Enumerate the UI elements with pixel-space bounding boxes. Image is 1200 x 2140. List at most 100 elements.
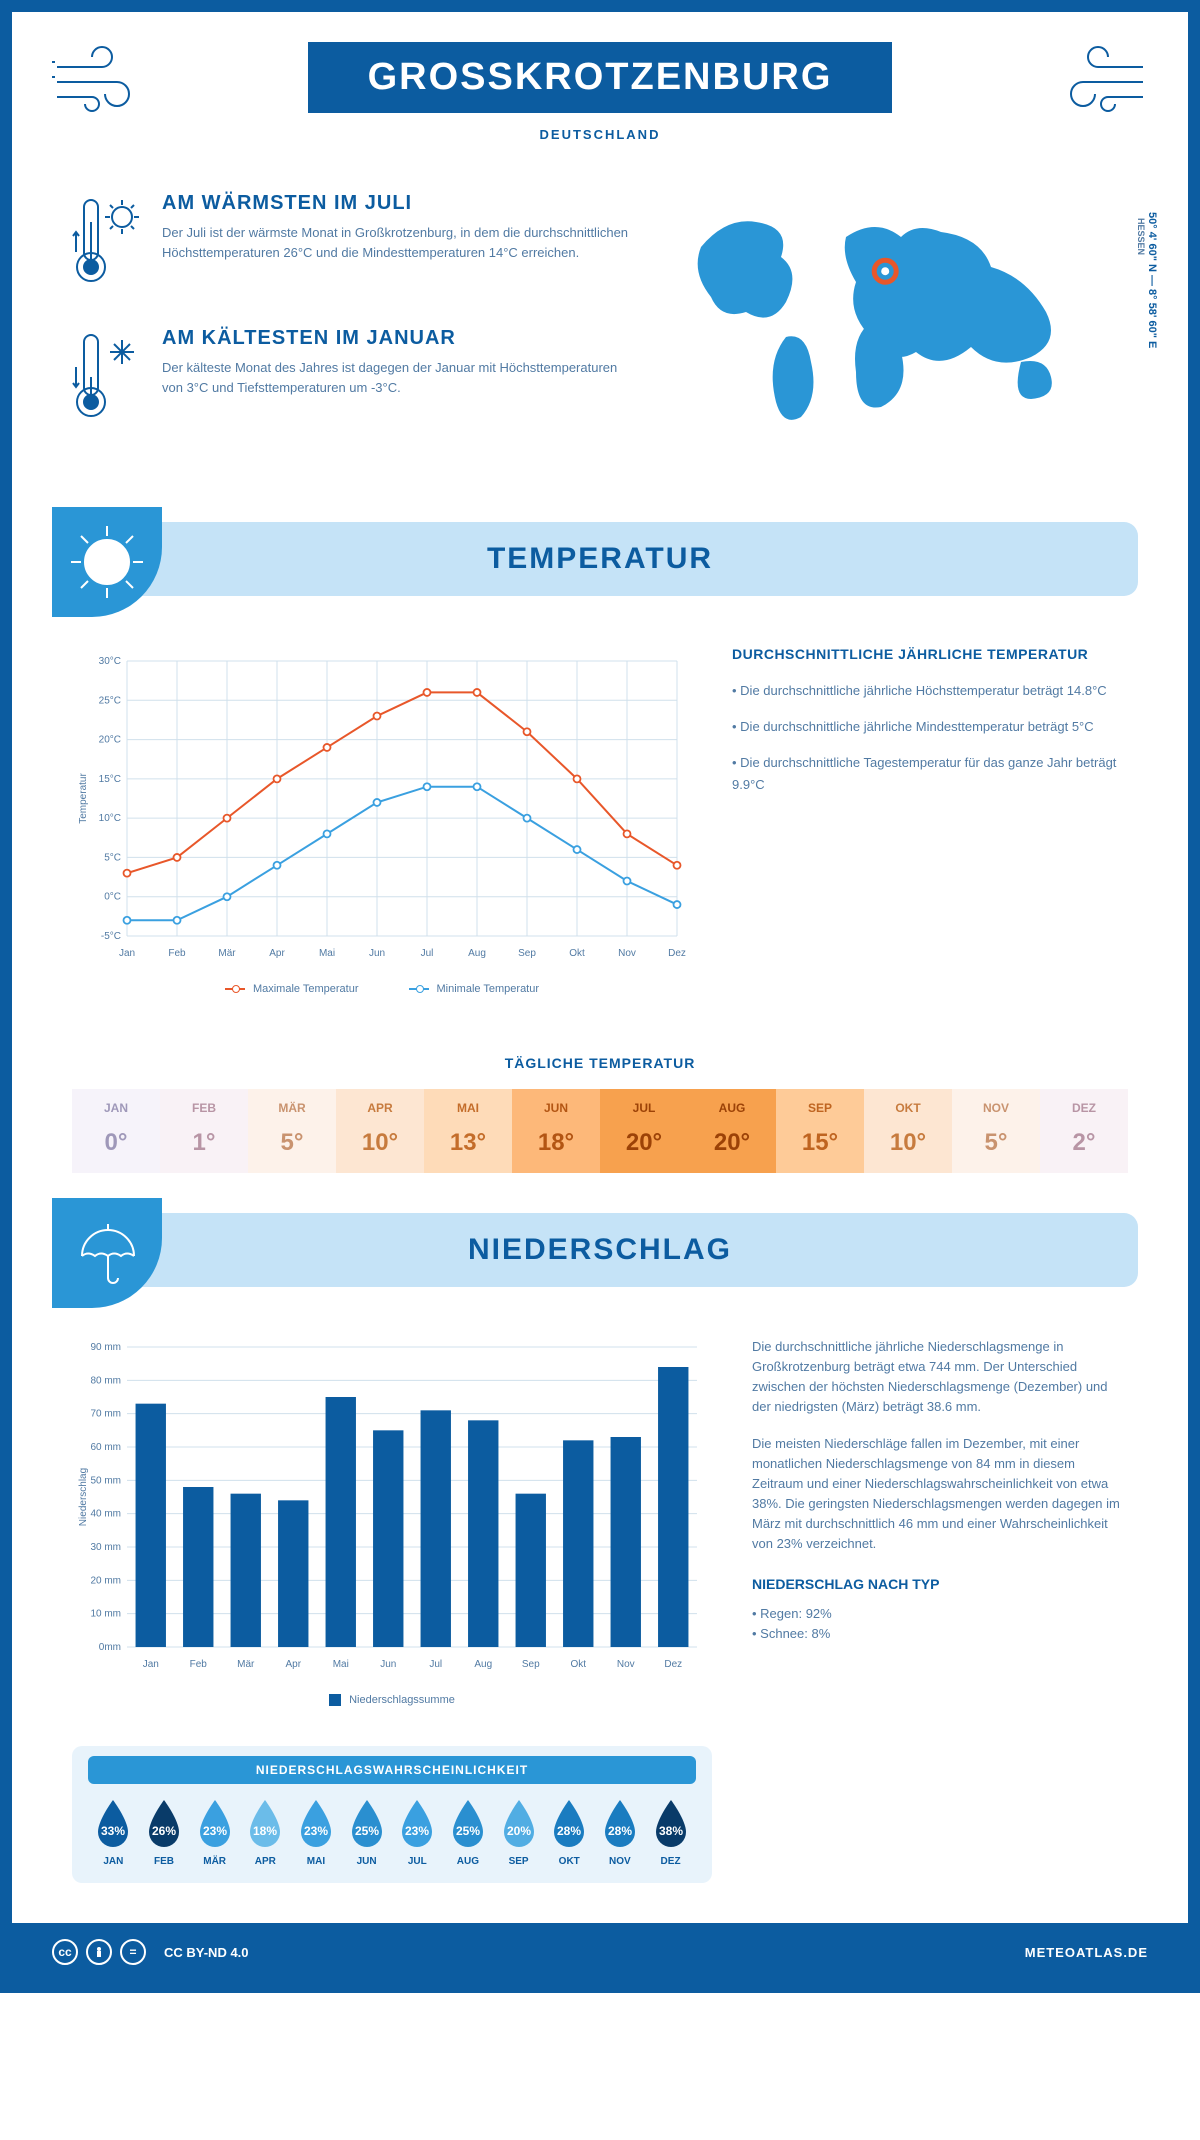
svg-text:70 mm: 70 mm — [90, 1409, 121, 1420]
precip-para1: Die durchschnittliche jährliche Niedersc… — [752, 1337, 1128, 1418]
daily-temp-cell: JUN18° — [512, 1089, 600, 1173]
svg-text:25%: 25% — [456, 1824, 480, 1838]
svg-text:Aug: Aug — [468, 948, 486, 959]
svg-text:Jun: Jun — [380, 1659, 396, 1670]
svg-text:80 mm: 80 mm — [90, 1375, 121, 1386]
daily-temp-cell: SEP15° — [776, 1089, 864, 1173]
coldest-fact: AM KÄLTESTEN IM JANUAR Der kälteste Mona… — [72, 327, 631, 432]
page-title: GROSSKROTZENBURG — [308, 42, 893, 113]
intro-section: AM WÄRMSTEN IM JULI Der Juli ist der wär… — [12, 162, 1188, 502]
probability-drop: 33%JAN — [92, 1798, 134, 1867]
svg-text:Nov: Nov — [617, 1659, 635, 1670]
svg-text:18%: 18% — [253, 1824, 277, 1838]
probability-drop: 23%JUL — [396, 1798, 438, 1867]
svg-text:23%: 23% — [304, 1824, 328, 1838]
precipitation-section: 0mm10 mm20 mm30 mm40 mm50 mm60 mm70 mm80… — [12, 1307, 1188, 1726]
svg-text:26%: 26% — [152, 1824, 176, 1838]
svg-text:Okt: Okt — [570, 1659, 586, 1670]
cc-icon: cc — [52, 1939, 78, 1965]
thermometer-sun-icon — [72, 192, 142, 297]
daily-temp-cell: AUG20° — [688, 1089, 776, 1173]
svg-text:20 mm: 20 mm — [90, 1575, 121, 1586]
precipitation-info: Die durchschnittliche jährliche Niedersc… — [752, 1337, 1128, 1706]
wind-icon-right — [1058, 42, 1148, 117]
daily-temp-cell: DEZ2° — [1040, 1089, 1128, 1173]
svg-text:30 mm: 30 mm — [90, 1542, 121, 1553]
daily-temp-table: JAN0°FEB1°MÄR5°APR10°MAI13°JUN18°JUL20°A… — [72, 1089, 1128, 1173]
temperature-title: TEMPERATUR — [92, 542, 1108, 576]
svg-text:15°C: 15°C — [99, 774, 121, 785]
precipitation-header: NIEDERSCHLAG — [62, 1213, 1138, 1287]
temperature-chart: -5°C0°C5°C10°C15°C20°C25°C30°CJanFebMärA… — [72, 646, 692, 995]
probability-row: 33%JAN26%FEB23%MÄR18%APR23%MAI25%JUN23%J… — [88, 1798, 696, 1867]
daily-temp-cell: JUL20° — [600, 1089, 688, 1173]
probability-drop: 23%MAI — [295, 1798, 337, 1867]
temp-info-title: DURCHSCHNITTLICHE JÄHRLICHE TEMPERATUR — [732, 646, 1128, 662]
probability-drop: 38%DEZ — [650, 1798, 692, 1867]
svg-text:Mär: Mär — [218, 948, 236, 959]
probability-drop: 25%JUN — [346, 1798, 388, 1867]
warmest-desc: Der Juli ist der wärmste Monat in Großkr… — [162, 223, 631, 262]
svg-text:Jan: Jan — [119, 948, 135, 959]
svg-text:25°C: 25°C — [99, 695, 121, 706]
probability-drop: 20%SEP — [498, 1798, 540, 1867]
temperature-info: DURCHSCHNITTLICHE JÄHRLICHE TEMPERATUR •… — [732, 646, 1128, 995]
sun-icon — [52, 507, 162, 617]
page-subtitle: DEUTSCHLAND — [52, 127, 1148, 142]
svg-text:28%: 28% — [608, 1824, 632, 1838]
svg-text:Nov: Nov — [618, 948, 636, 959]
svg-text:25%: 25% — [355, 1824, 379, 1838]
daily-temp-cell: JAN0° — [72, 1089, 160, 1173]
probability-drop: 26%FEB — [143, 1798, 185, 1867]
coldest-title: AM KÄLTESTEN IM JANUAR — [162, 327, 631, 350]
svg-text:50 mm: 50 mm — [90, 1475, 121, 1486]
probability-drop: 18%APR — [244, 1798, 286, 1867]
warmest-title: AM WÄRMSTEN IM JULI — [162, 192, 631, 215]
svg-text:90 mm: 90 mm — [90, 1342, 121, 1353]
svg-text:Dez: Dez — [668, 948, 686, 959]
svg-text:Jul: Jul — [421, 948, 434, 959]
warmest-fact: AM WÄRMSTEN IM JULI Der Juli ist der wär… — [72, 192, 631, 297]
license: cc = CC BY-ND 4.0 — [52, 1939, 249, 1965]
probability-drop: 28%NOV — [599, 1798, 641, 1867]
svg-text:Mär: Mär — [237, 1659, 255, 1670]
svg-text:33%: 33% — [101, 1824, 125, 1838]
nd-icon: = — [120, 1939, 146, 1965]
probability-drop: 28%OKT — [548, 1798, 590, 1867]
svg-text:30°C: 30°C — [99, 656, 121, 667]
daily-temp-cell: MÄR5° — [248, 1089, 336, 1173]
svg-text:Temperatur: Temperatur — [78, 773, 89, 824]
svg-text:Niederschlag: Niederschlag — [78, 1468, 89, 1526]
daily-temp-cell: NOV5° — [952, 1089, 1040, 1173]
page-container: GROSSKROTZENBURG DEUTSCHLAND AM WÄRMSTEN… — [0, 0, 1200, 1993]
probability-drop: 25%AUG — [447, 1798, 489, 1867]
umbrella-icon — [52, 1198, 162, 1308]
svg-text:10°C: 10°C — [99, 813, 121, 824]
temp-legend: Maximale Temperatur Minimale Temperatur — [72, 983, 692, 995]
svg-text:Okt: Okt — [569, 948, 585, 959]
intro-facts: AM WÄRMSTEN IM JULI Der Juli ist der wär… — [72, 192, 631, 462]
svg-text:Feb: Feb — [168, 948, 186, 959]
wind-icon-left — [52, 42, 142, 117]
daily-temp-title: TÄGLICHE TEMPERATUR — [12, 1055, 1188, 1071]
temperature-section: -5°C0°C5°C10°C15°C20°C25°C30°CJanFebMärA… — [12, 616, 1188, 1025]
precip-type-title: NIEDERSCHLAG NACH TYP — [752, 1574, 1128, 1596]
daily-temp-cell: APR10° — [336, 1089, 424, 1173]
precip-legend: Niederschlagssumme — [72, 1694, 712, 1706]
svg-text:Jun: Jun — [369, 948, 385, 959]
by-icon — [86, 1939, 112, 1965]
precip-type-list: • Regen: 92%• Schnee: 8% — [752, 1604, 1128, 1644]
temp-bullets: • Die durchschnittliche jährliche Höchst… — [732, 680, 1128, 796]
probability-box: NIEDERSCHLAGSWAHRSCHEINLICHKEIT 33%JAN26… — [72, 1746, 712, 1883]
svg-text:Jul: Jul — [429, 1659, 442, 1670]
svg-text:28%: 28% — [557, 1824, 581, 1838]
svg-text:Aug: Aug — [474, 1659, 492, 1670]
temperature-header: TEMPERATUR — [62, 522, 1138, 596]
svg-text:Sep: Sep — [522, 1659, 540, 1670]
precipitation-title: NIEDERSCHLAG — [92, 1233, 1108, 1267]
svg-text:Dez: Dez — [664, 1659, 682, 1670]
site-name: METEOATLAS.DE — [1025, 1945, 1148, 1960]
svg-text:Mai: Mai — [333, 1659, 349, 1670]
svg-text:Apr: Apr — [285, 1659, 301, 1670]
probability-drop: 23%MÄR — [194, 1798, 236, 1867]
